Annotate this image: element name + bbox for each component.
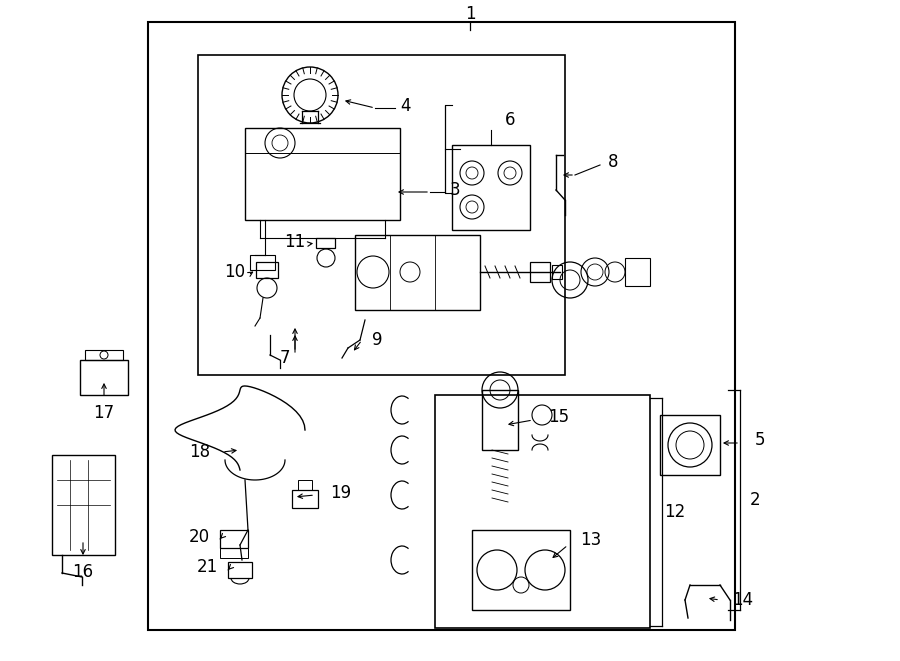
Text: 2: 2	[750, 491, 760, 509]
Bar	[245, 128, 400, 220]
Text: 13: 13	[580, 531, 601, 549]
Bar	[530, 262, 550, 282]
Text: 16: 16	[72, 563, 94, 581]
Text: 17: 17	[94, 404, 114, 422]
Bar	[552, 265, 562, 279]
Bar	[220, 548, 248, 558]
Bar	[472, 530, 570, 610]
Bar	[250, 255, 275, 270]
Bar	[220, 530, 248, 548]
Bar	[316, 238, 335, 248]
Text: 15: 15	[548, 408, 569, 426]
Text: 5: 5	[755, 431, 766, 449]
Bar	[85, 350, 123, 360]
Text: 6: 6	[505, 111, 515, 129]
Text: 19: 19	[330, 484, 351, 502]
Bar	[198, 55, 565, 375]
Text: 8: 8	[608, 153, 618, 171]
Text: 11: 11	[284, 233, 305, 251]
Bar	[660, 415, 720, 475]
Bar	[355, 235, 480, 310]
Text: 1: 1	[464, 5, 475, 23]
Bar	[52, 455, 115, 555]
Bar	[148, 22, 735, 630]
Text: 18: 18	[189, 443, 210, 461]
Bar	[228, 562, 252, 578]
Text: 12: 12	[664, 503, 686, 521]
Text: 20: 20	[189, 528, 210, 546]
Bar	[452, 145, 530, 230]
Text: 7: 7	[280, 349, 290, 367]
Text: 9: 9	[372, 331, 382, 349]
Text: 4: 4	[400, 97, 410, 115]
Text: 14: 14	[732, 591, 753, 609]
Text: 10: 10	[224, 263, 245, 281]
Bar	[80, 360, 128, 395]
Bar	[298, 480, 312, 490]
Text: 21: 21	[197, 558, 218, 576]
Text: 3: 3	[450, 181, 461, 199]
Bar	[256, 262, 278, 278]
Bar	[435, 395, 650, 628]
Bar	[625, 258, 650, 286]
Bar	[482, 390, 518, 450]
Bar	[292, 490, 318, 508]
